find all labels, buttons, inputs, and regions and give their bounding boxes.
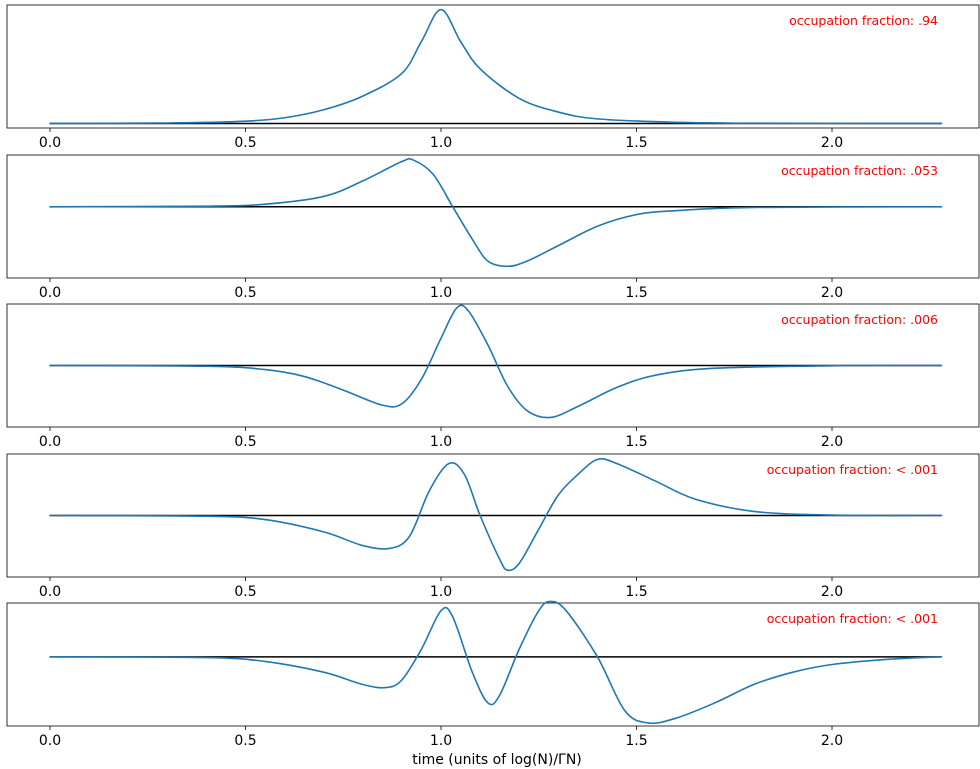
- panel-4: occupation fraction: < .001 0.0 0.5 1.0 1.5 2…: [6, 453, 980, 600]
- panel-frame: [6, 154, 980, 279]
- occupation-annotation: occupation fraction: < .001: [767, 611, 938, 626]
- x-tick-label: 0.0: [39, 135, 61, 151]
- x-tick-label: 2.0: [821, 434, 843, 450]
- panel-frame: [6, 602, 980, 727]
- panel-frame: [6, 453, 980, 578]
- series-line: [49, 157, 943, 268]
- x-tick-label: 1.5: [625, 733, 647, 749]
- panels-layer: occupation fraction: .940.0 0.5 1.0 1.5 2.0o…: [6, 4, 980, 749]
- x-tick-label: 0.5: [234, 285, 256, 301]
- x-tick-label: 1.5: [625, 434, 647, 450]
- series-line: [49, 8, 943, 125]
- x-tick-label: 1.0: [430, 135, 452, 151]
- x-tick-label: 1.5: [625, 285, 647, 301]
- panel-3: occupation fraction: .006 0.0 0.5 1.0 1.5 2.0: [6, 303, 980, 450]
- x-tick-label: 0.0: [39, 584, 61, 600]
- x-tick-label: 1.5: [625, 584, 647, 600]
- occupation-annotation: occupation fraction: .94: [789, 13, 938, 28]
- series-line: [49, 600, 943, 725]
- x-tick-label: 0.0: [39, 434, 61, 450]
- x-tick-label: 2.0: [821, 285, 843, 301]
- x-tick-label: 0.5: [234, 584, 256, 600]
- x-axis-label: time (units of log(N)/ΓN): [412, 752, 582, 768]
- x-tick-label: 2.0: [821, 584, 843, 600]
- x-tick-label: 0.5: [234, 733, 256, 749]
- x-tick-label: 1.0: [430, 584, 452, 600]
- panel-2: occupation fraction: .053 0.0 0.5 1.0 1.5 2.0: [6, 154, 980, 301]
- x-tick-label: 0.5: [234, 434, 256, 450]
- x-tick-label: 0.0: [39, 285, 61, 301]
- panel-1: occupation fraction: .94 0.0 0.5 1.0 1.5 2.0: [6, 4, 980, 151]
- panel-frame: [6, 4, 980, 129]
- x-tick-label: 0.0: [39, 733, 61, 749]
- x-tick-label: 2.0: [821, 135, 843, 151]
- x-tick-label: 2.0: [821, 733, 843, 749]
- panel-frame: [6, 303, 980, 428]
- occupation-annotation: occupation fraction: .053: [781, 163, 938, 178]
- panel-5: occupation fraction: < .001 0.0 0.5 1.0 1.5 2…: [6, 600, 980, 749]
- occupation-annotation: occupation fraction: < .001: [767, 462, 938, 477]
- x-tick-label: 1.0: [430, 285, 452, 301]
- x-tick-label: 1.0: [430, 434, 452, 450]
- x-tick-label: 1.5: [625, 135, 647, 151]
- x-tick-label: 1.0: [430, 733, 452, 749]
- occupation-annotation: occupation fraction: .006: [781, 312, 938, 327]
- x-tick-label: 0.5: [234, 135, 256, 151]
- series-line: [49, 304, 943, 419]
- series-line: [49, 458, 943, 572]
